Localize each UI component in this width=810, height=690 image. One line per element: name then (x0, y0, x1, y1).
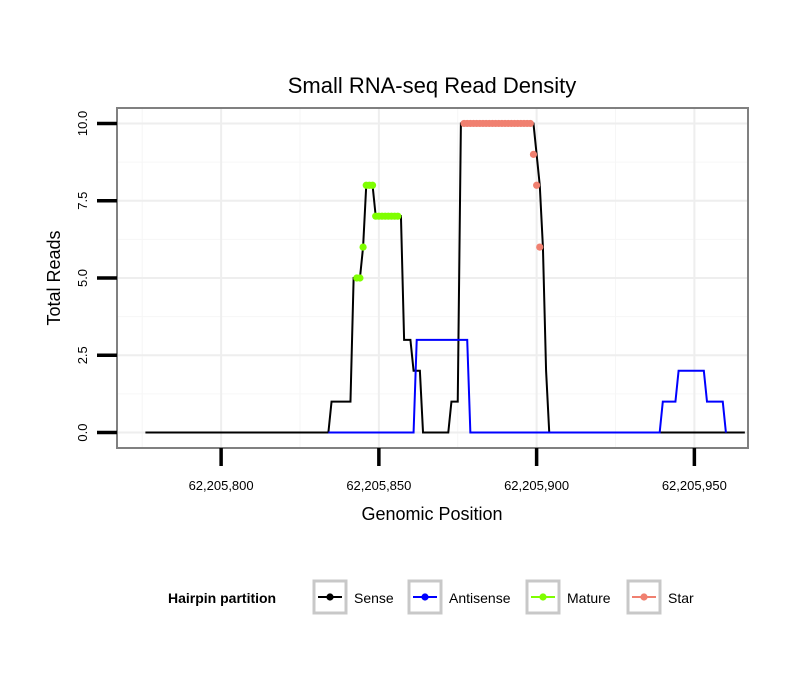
mature-point (359, 243, 367, 251)
x-axis-title: Genomic Position (361, 504, 502, 524)
star-point (533, 181, 541, 189)
star-point (536, 243, 544, 251)
x-tick-label: 62,205,850 (346, 478, 411, 493)
legend-label-mature: Mature (567, 590, 611, 606)
series-layer (145, 119, 745, 434)
antisense-series-line (328, 338, 727, 434)
legend-item-star: Star (626, 579, 694, 615)
legend-key-point (640, 593, 648, 601)
mature-point (356, 274, 364, 282)
legend-key-point (326, 593, 334, 601)
legend-item-antisense: Antisense (407, 579, 511, 615)
legend-label-star: Star (668, 590, 694, 606)
x-tick-label: 62,205,800 (189, 478, 254, 493)
y-tick-label: 0.0 (75, 424, 90, 442)
grid-lines (117, 108, 748, 448)
y-tick-label: 2.5 (75, 346, 90, 364)
legend-label-antisense: Antisense (449, 590, 511, 606)
chart-title: Small RNA-seq Read Density (288, 73, 577, 98)
legend-title: Hairpin partition (168, 590, 276, 606)
star-point (526, 119, 534, 128)
x-tick-label: 62,205,950 (662, 478, 727, 493)
legend: Hairpin partition Sense Antisense Mature St… (168, 579, 694, 615)
legend-key-point (421, 593, 429, 601)
legend-item-mature: Mature (525, 579, 611, 615)
legend-key-point (539, 593, 547, 601)
x-tick-label: 62,205,900 (504, 478, 569, 493)
star-point (529, 150, 538, 158)
y-axis: 0.0 2.5 5.0 7.5 10.0 (75, 111, 117, 442)
y-tick-label: 10.0 (75, 111, 90, 136)
y-tick-label: 5.0 (75, 269, 90, 287)
x-axis: 62,205,800 62,205,850 62,205,900 62,205,950 (189, 448, 727, 493)
y-axis-title: Total Reads (44, 230, 64, 325)
legend-item-sense: Sense (312, 579, 394, 615)
mature-point (368, 181, 377, 189)
mature-point (394, 212, 402, 220)
legend-label-sense: Sense (354, 590, 394, 606)
y-tick-label: 7.5 (75, 192, 90, 210)
